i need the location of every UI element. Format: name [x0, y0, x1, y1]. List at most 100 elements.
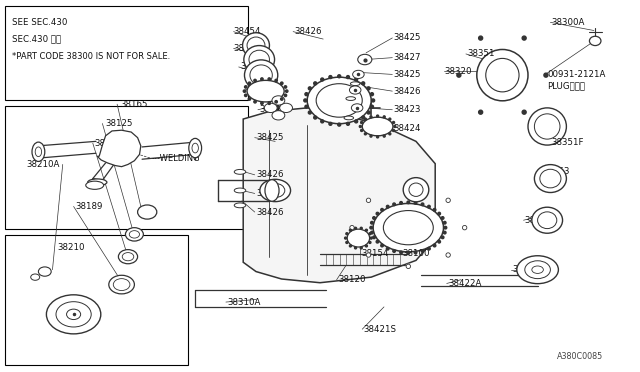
Text: 38140: 38140 — [95, 139, 122, 148]
Circle shape — [346, 76, 349, 78]
Text: 38102: 38102 — [512, 265, 540, 274]
Ellipse shape — [56, 302, 92, 327]
Ellipse shape — [346, 97, 356, 100]
Ellipse shape — [250, 65, 273, 86]
Ellipse shape — [362, 117, 393, 136]
Ellipse shape — [353, 70, 364, 78]
Circle shape — [314, 116, 317, 119]
Circle shape — [392, 129, 395, 131]
Ellipse shape — [243, 33, 269, 58]
Circle shape — [359, 125, 362, 128]
Ellipse shape — [189, 138, 202, 158]
Circle shape — [371, 105, 374, 108]
Circle shape — [304, 99, 307, 102]
Circle shape — [433, 208, 436, 211]
Ellipse shape — [383, 211, 433, 245]
Circle shape — [376, 212, 379, 215]
Text: 38210: 38210 — [58, 243, 85, 252]
Text: SEC.430 参照: SEC.430 参照 — [12, 35, 61, 44]
Ellipse shape — [477, 49, 528, 101]
Circle shape — [446, 198, 451, 202]
Text: *PART CODE 38300 IS NOT FOR SALE.: *PART CODE 38300 IS NOT FOR SALE. — [12, 52, 170, 61]
Ellipse shape — [528, 108, 566, 145]
Text: 38120: 38120 — [338, 275, 365, 284]
Ellipse shape — [540, 169, 561, 188]
Text: PLUGプラグ: PLUGプラグ — [547, 82, 585, 91]
Circle shape — [349, 229, 351, 231]
Text: 38424: 38424 — [246, 85, 274, 94]
Ellipse shape — [534, 164, 566, 193]
Circle shape — [275, 79, 277, 82]
Circle shape — [370, 116, 372, 118]
Ellipse shape — [234, 203, 246, 208]
Text: 38454: 38454 — [234, 27, 261, 36]
Circle shape — [522, 110, 526, 114]
Circle shape — [457, 73, 461, 77]
Ellipse shape — [280, 103, 292, 112]
Circle shape — [280, 98, 283, 100]
Ellipse shape — [525, 261, 550, 279]
Circle shape — [370, 227, 372, 229]
Circle shape — [243, 90, 246, 92]
Circle shape — [393, 203, 396, 206]
Text: 38425: 38425 — [394, 33, 421, 42]
Circle shape — [389, 133, 391, 135]
Ellipse shape — [47, 295, 101, 334]
Ellipse shape — [266, 183, 285, 198]
Circle shape — [544, 73, 548, 77]
Circle shape — [371, 231, 373, 234]
Circle shape — [244, 86, 247, 88]
Text: 38453: 38453 — [543, 167, 570, 176]
Circle shape — [369, 241, 371, 243]
Circle shape — [268, 102, 271, 105]
Ellipse shape — [534, 114, 560, 139]
Ellipse shape — [244, 46, 275, 74]
Circle shape — [360, 227, 362, 229]
Circle shape — [305, 105, 308, 108]
Ellipse shape — [67, 309, 81, 320]
Circle shape — [360, 122, 363, 124]
Ellipse shape — [358, 54, 372, 65]
Polygon shape — [243, 108, 435, 283]
Circle shape — [260, 78, 263, 80]
Ellipse shape — [316, 84, 362, 117]
Text: 38165: 38165 — [120, 100, 148, 109]
Circle shape — [308, 111, 311, 114]
Ellipse shape — [249, 50, 269, 69]
Circle shape — [387, 247, 389, 250]
Ellipse shape — [264, 103, 277, 112]
Circle shape — [362, 82, 365, 85]
Ellipse shape — [349, 86, 361, 94]
Text: 38440: 38440 — [525, 216, 552, 225]
Circle shape — [268, 78, 271, 80]
Ellipse shape — [129, 231, 140, 238]
Ellipse shape — [348, 229, 370, 247]
Circle shape — [479, 110, 483, 114]
Circle shape — [442, 217, 444, 219]
Circle shape — [370, 135, 372, 137]
Circle shape — [280, 82, 283, 84]
Circle shape — [400, 251, 403, 254]
Ellipse shape — [86, 181, 104, 189]
Ellipse shape — [351, 104, 363, 112]
Circle shape — [366, 253, 371, 257]
Circle shape — [254, 79, 256, 82]
Circle shape — [446, 253, 451, 257]
Circle shape — [406, 187, 410, 191]
Ellipse shape — [125, 228, 143, 241]
Circle shape — [392, 122, 395, 124]
Ellipse shape — [118, 250, 138, 264]
Circle shape — [479, 36, 483, 40]
Ellipse shape — [351, 82, 360, 86]
Ellipse shape — [272, 111, 285, 120]
Text: 38421S: 38421S — [364, 325, 397, 334]
Circle shape — [442, 236, 444, 239]
Circle shape — [254, 100, 256, 103]
Text: 38426: 38426 — [394, 87, 421, 96]
Ellipse shape — [272, 96, 285, 105]
Text: 38423: 38423 — [259, 105, 287, 114]
Circle shape — [338, 123, 340, 126]
Text: 38426: 38426 — [256, 170, 284, 179]
Text: 38453: 38453 — [234, 44, 261, 53]
Text: 38125: 38125 — [106, 119, 133, 128]
